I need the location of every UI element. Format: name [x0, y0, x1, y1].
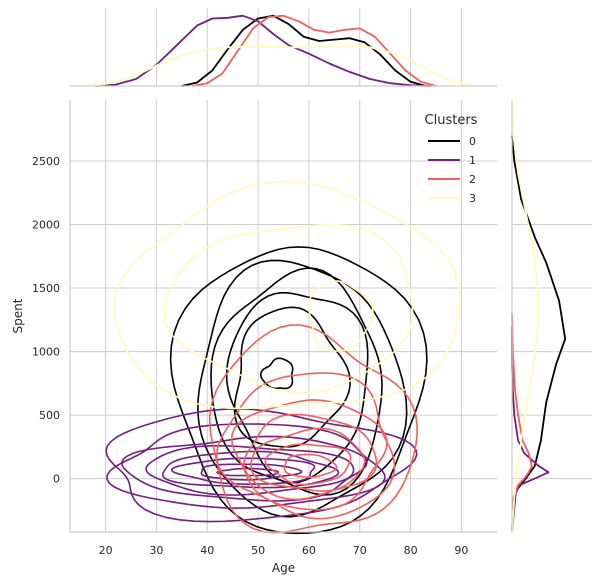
x-tick-label: 60 — [302, 544, 316, 557]
contour-cluster-0 — [233, 306, 351, 448]
y-tick-label: 1000 — [32, 346, 60, 359]
contour-cluster-0 — [259, 357, 294, 390]
contour-cluster-1 — [216, 467, 279, 477]
contour-cluster-3 — [307, 280, 374, 352]
contour-cluster-2 — [283, 453, 338, 478]
x-tick-label: 30 — [149, 544, 163, 557]
legend: Clusters 0 1 2 3 — [425, 113, 478, 205]
y-tick-label: 2000 — [32, 219, 60, 232]
contour-cluster-2 — [215, 372, 396, 520]
y-axis-label: Spent — [11, 298, 25, 333]
contour-cluster-2 — [250, 427, 366, 492]
legend-label-3: 3 — [469, 192, 476, 205]
top-marginal-kde — [70, 8, 497, 87]
x-tick-label: 20 — [99, 544, 113, 557]
legend-title: Clusters — [425, 113, 478, 128]
kde-contours — [105, 180, 461, 535]
x-tick-label: 40 — [200, 544, 214, 557]
contour-cluster-2 — [264, 443, 352, 486]
contour-cluster-0 — [169, 246, 428, 535]
y-tick-label: 0 — [53, 473, 60, 486]
contour-cluster-0 — [225, 292, 369, 484]
y-tick-label: 2500 — [32, 155, 60, 168]
y-tick-label: 1500 — [32, 282, 60, 295]
top-marginal-curves — [85, 14, 472, 87]
right-marginal-kde — [511, 99, 592, 533]
joint-grid — [70, 100, 497, 532]
contour-cluster-2 — [208, 324, 418, 534]
x-axis-ticks: 20 30 40 50 60 70 80 90 — [99, 544, 469, 557]
contour-cluster-1 — [170, 457, 316, 485]
x-axis-label: Age — [272, 561, 295, 575]
x-tick-label: 80 — [404, 544, 418, 557]
x-tick-label: 70 — [353, 544, 367, 557]
right-marginal-curves — [511, 99, 567, 533]
y-tick-label: 500 — [39, 409, 60, 422]
x-tick-label: 90 — [454, 544, 468, 557]
right-kde-cluster-3 — [511, 99, 539, 533]
right-kde-cluster-2 — [511, 313, 533, 533]
contour-cluster-3 — [113, 180, 461, 410]
contour-cluster-1 — [145, 444, 355, 496]
right-kde-cluster-0 — [511, 135, 567, 533]
y-axis-ticks: 0 500 1000 1500 2000 2500 — [32, 155, 60, 486]
x-tick-label: 50 — [251, 544, 265, 557]
right-kde-cluster-1 — [511, 326, 550, 533]
contour-cluster-0 — [210, 267, 383, 496]
top-kde-cluster-1 — [95, 14, 431, 87]
contour-cluster-1 — [200, 463, 303, 481]
legend-label-2: 2 — [469, 173, 476, 186]
legend-label-1: 1 — [469, 154, 476, 167]
contour-cluster-3 — [163, 223, 414, 394]
contour-cluster-1 — [105, 408, 418, 523]
legend-label-0: 0 — [469, 135, 476, 148]
top-kde-cluster-2 — [191, 14, 437, 87]
contour-cluster-2 — [230, 399, 388, 511]
top-kde-cluster-3 — [85, 45, 472, 87]
legend-entries: 0 1 2 3 — [428, 135, 476, 205]
top-kde-cluster-0 — [181, 14, 427, 87]
